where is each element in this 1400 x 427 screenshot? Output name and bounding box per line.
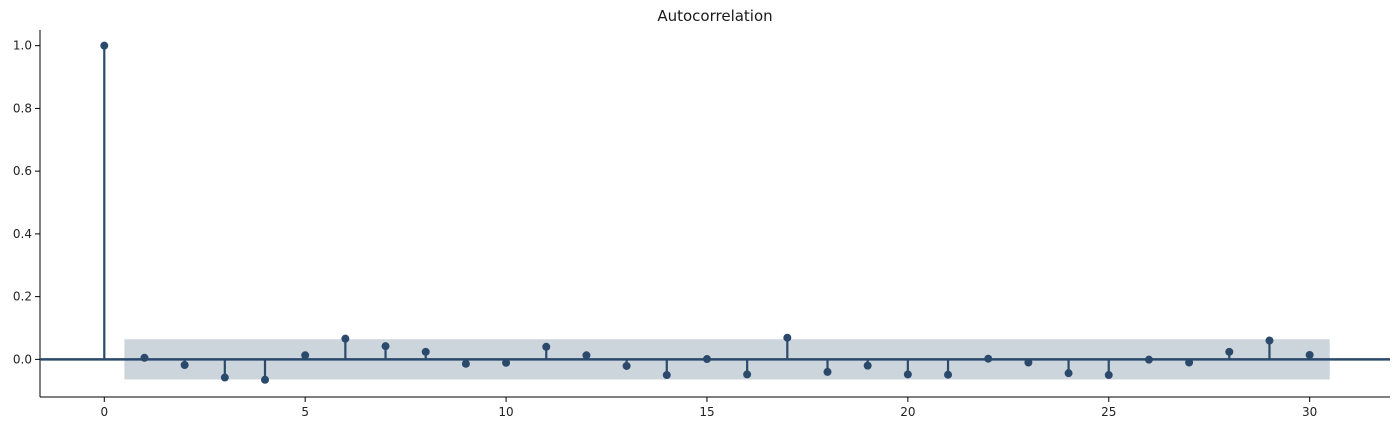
x-tick-label-15: 15	[699, 405, 714, 419]
stem-marker-lag-30	[1305, 350, 1314, 359]
x-tick-label-0: 0	[100, 405, 108, 419]
stem-marker-lag-6	[341, 334, 350, 343]
stem-marker-lag-9	[461, 359, 470, 368]
stem-marker-lag-8	[421, 347, 430, 356]
stem-marker-lag-29	[1265, 336, 1274, 345]
y-tick-label-0.2: 0.2	[13, 290, 32, 304]
stem-marker-lag-27	[1185, 358, 1194, 367]
stem-marker-lag-3	[220, 373, 229, 382]
plot-area: 0 5 10 15 20 25 30 0.0 0.2 0.4 0.6 0.8 1.0	[13, 30, 1390, 419]
stem-marker-lag-21	[944, 370, 953, 379]
stem-marker-lag-25	[1104, 371, 1113, 380]
stem-marker-lag-24	[1064, 369, 1073, 378]
stem-marker-lag-19	[863, 361, 872, 370]
stem-marker-lag-14	[662, 371, 671, 380]
stem-marker-lag-23	[1024, 358, 1033, 367]
stem-marker-lag-5	[301, 351, 310, 360]
stem-marker-lag-28	[1225, 347, 1234, 356]
x-tick-label-30: 30	[1302, 405, 1317, 419]
y-tick-label-0.6: 0.6	[13, 164, 32, 178]
stem-marker-lag-11	[542, 342, 551, 351]
x-tick-label-5: 5	[301, 405, 309, 419]
stem-marker-lag-7	[381, 342, 390, 351]
stem-marker-lag-20	[903, 370, 912, 379]
stem-marker-lag-22	[984, 354, 993, 363]
y-tick-label-0.0: 0.0	[13, 352, 32, 366]
stem-marker-lag-1	[140, 353, 149, 362]
stem-marker-lag-18	[823, 367, 832, 376]
stem-marker-lag-10	[502, 358, 511, 367]
x-tick-label-25: 25	[1101, 405, 1116, 419]
stem-marker-lag-26	[1144, 355, 1153, 364]
stem-marker-lag-2	[180, 361, 189, 370]
stem-marker-lag-0	[100, 41, 109, 50]
x-tick-label-20: 20	[900, 405, 915, 419]
stem-marker-lag-15	[702, 355, 711, 364]
x-tick-label-10: 10	[498, 405, 513, 419]
stem-marker-lag-17	[783, 333, 792, 342]
stem-marker-lag-12	[582, 351, 591, 360]
stem-marker-lag-13	[622, 361, 631, 370]
chart-title: Autocorrelation	[657, 7, 772, 25]
y-tick-label-0.8: 0.8	[13, 101, 32, 115]
stem-marker-lag-4	[261, 375, 269, 384]
y-tick-label-1.0: 1.0	[13, 39, 32, 53]
stem-marker-lag-16	[743, 370, 752, 379]
y-tick-label-0.4: 0.4	[13, 227, 32, 241]
